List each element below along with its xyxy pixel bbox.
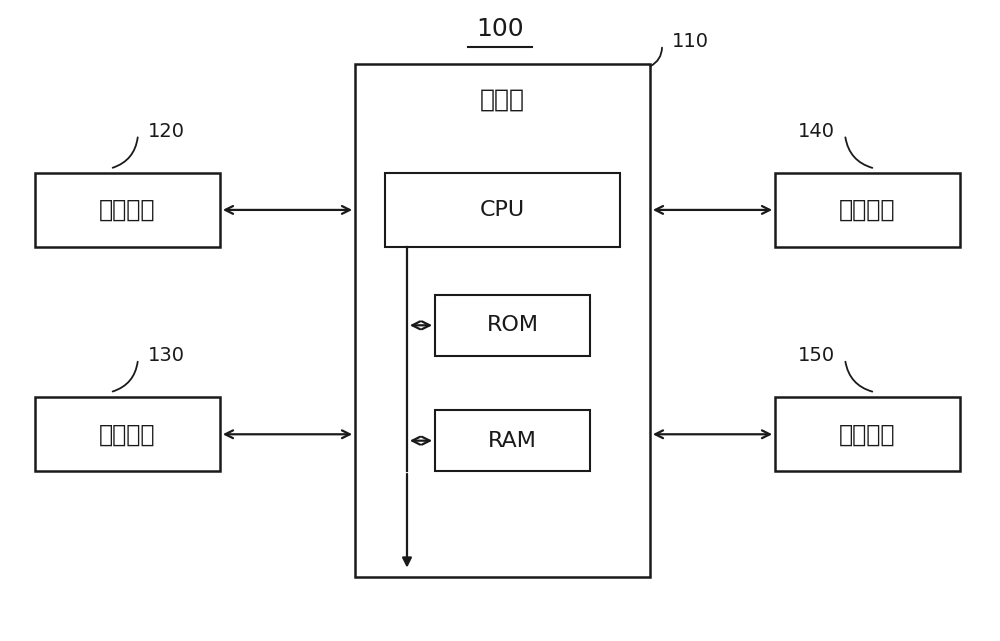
- Text: 100: 100: [476, 17, 524, 41]
- Bar: [775, 397, 960, 471]
- Text: 150: 150: [798, 346, 835, 365]
- Bar: [435, 295, 590, 356]
- Bar: [35, 173, 220, 247]
- Text: ROM: ROM: [486, 315, 538, 335]
- Bar: [355, 64, 650, 577]
- Bar: [435, 410, 590, 471]
- Text: 110: 110: [672, 32, 709, 51]
- Text: 显示模块: 显示模块: [839, 198, 896, 222]
- Text: RAM: RAM: [488, 431, 537, 451]
- Text: 控制器: 控制器: [480, 87, 525, 112]
- Text: 通讯模块: 通讯模块: [99, 198, 156, 222]
- Text: 电源模块: 电源模块: [839, 422, 896, 446]
- Text: 130: 130: [148, 346, 185, 365]
- Text: 120: 120: [148, 122, 185, 141]
- Text: 存储模块: 存储模块: [99, 422, 156, 446]
- Text: 140: 140: [798, 122, 835, 141]
- Bar: [35, 397, 220, 471]
- Bar: [385, 173, 620, 247]
- Bar: [775, 173, 960, 247]
- Text: CPU: CPU: [480, 200, 525, 220]
